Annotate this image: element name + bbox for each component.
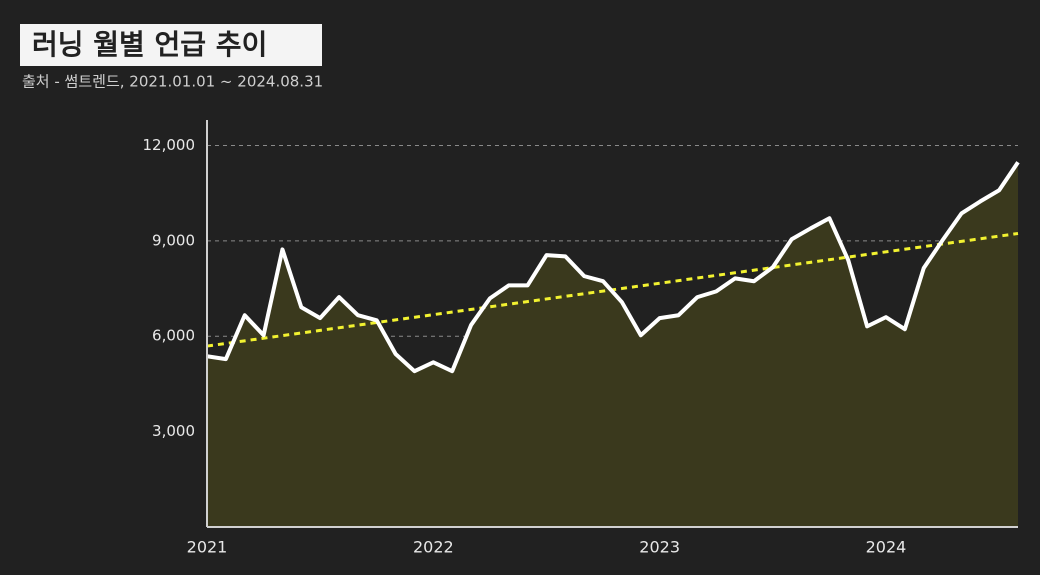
y-tick-label: 12,000	[143, 136, 196, 154]
chart-title: 러닝 월별 언급 추이	[32, 28, 267, 61]
x-tick-label: 2022	[413, 538, 454, 557]
y-tick-label: 6,000	[152, 327, 195, 345]
title-box	[20, 24, 322, 66]
area	[207, 162, 1018, 527]
line	[206, 161, 1020, 374]
x-tick-label: 2024	[866, 538, 907, 557]
y-tick-label: 3,000	[152, 422, 195, 440]
x-tick-label: 2021	[187, 538, 228, 557]
y-tick-label: 9,000	[152, 231, 195, 249]
x-tick-label: 2023	[639, 538, 680, 557]
chart-subtitle: 출처 - 썸트렌드, 2021.01.01 ~ 2024.08.31	[22, 73, 323, 91]
